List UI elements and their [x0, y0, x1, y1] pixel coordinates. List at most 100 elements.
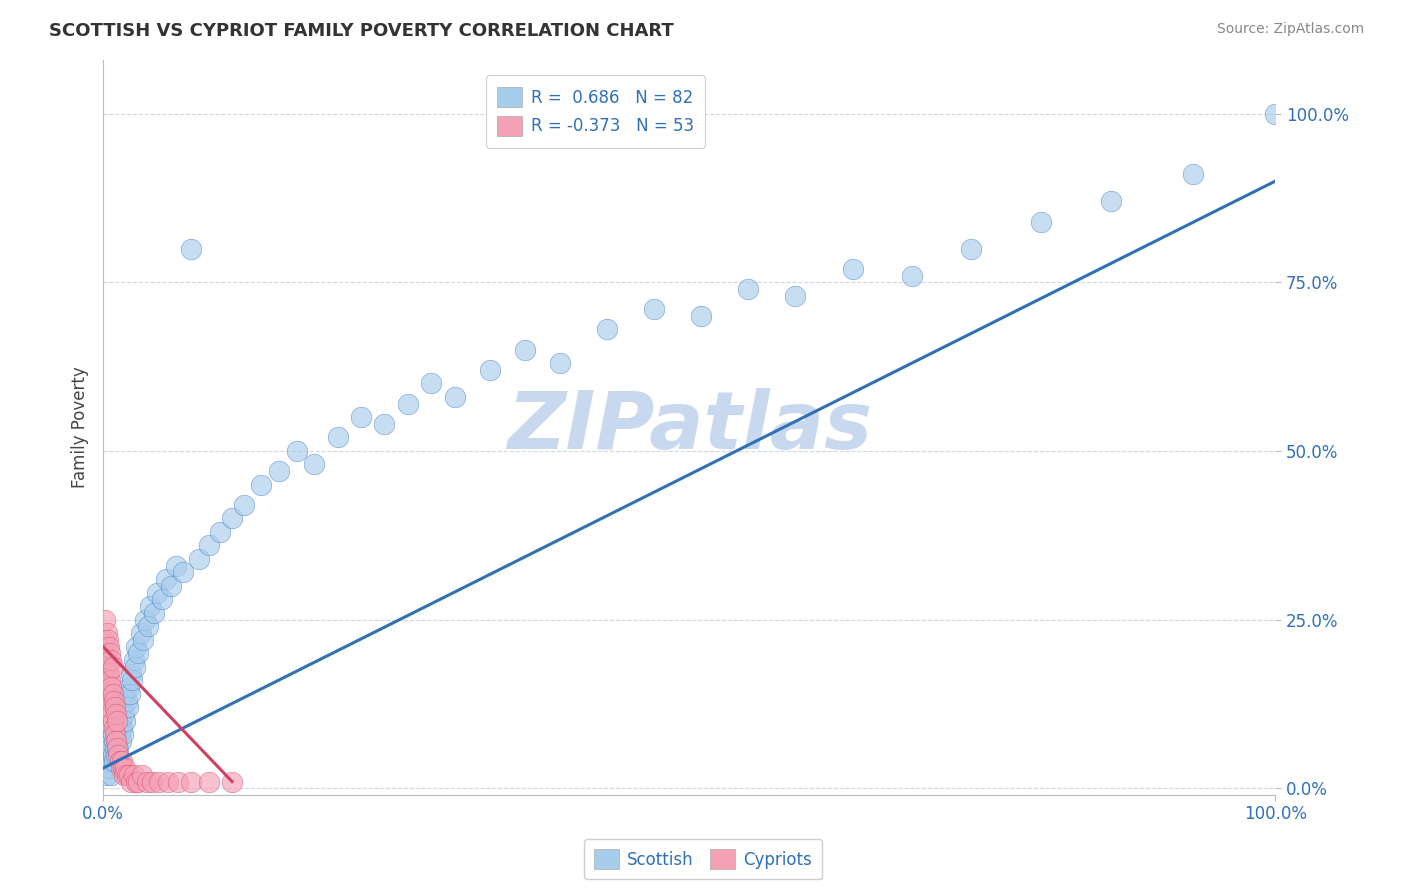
Point [172, 566, 194, 580]
Point [129, 626, 152, 640]
Point [98, 755, 121, 769]
Point [125, 640, 148, 654]
Point [396, 397, 419, 411]
Point [141, 774, 163, 789]
Point [180, 774, 202, 789]
Point [114, 714, 136, 728]
Point [156, 774, 179, 789]
Point [112, 768, 135, 782]
Point [209, 524, 232, 539]
Text: ZIPatlas: ZIPatlas [506, 388, 872, 467]
Point [124, 660, 146, 674]
Point [120, 666, 142, 681]
Point [643, 302, 665, 317]
Point [115, 693, 138, 707]
Point [103, 721, 125, 735]
Point [115, 768, 138, 782]
Point [120, 687, 142, 701]
Point [98, 693, 121, 707]
Point [443, 390, 465, 404]
Point [105, 727, 128, 741]
Point [98, 734, 121, 748]
Point [96, 653, 118, 667]
Point [180, 242, 202, 256]
Point [107, 721, 129, 735]
Point [350, 410, 373, 425]
Point [197, 538, 219, 552]
Point [108, 755, 131, 769]
Point [420, 376, 443, 391]
Point [105, 714, 128, 728]
Point [103, 734, 125, 748]
Text: SCOTTISH VS CYPRIOT FAMILY POVERTY CORRELATION CHART: SCOTTISH VS CYPRIOT FAMILY POVERTY CORRE… [49, 22, 673, 40]
Point [98, 700, 121, 714]
Point [117, 700, 139, 714]
Point [135, 774, 157, 789]
Point [373, 417, 395, 431]
Point [118, 680, 141, 694]
Point [93, 632, 115, 647]
Point [221, 511, 243, 525]
Point [167, 774, 190, 789]
Point [96, 626, 118, 640]
Point [111, 700, 134, 714]
Point [1264, 106, 1286, 120]
Point [96, 673, 118, 688]
Legend: Scottish, Cypriots: Scottish, Cypriots [583, 838, 823, 880]
Point [148, 774, 170, 789]
Point [111, 755, 134, 769]
Point [101, 660, 124, 674]
Point [150, 592, 173, 607]
Point [136, 619, 159, 633]
Point [110, 734, 132, 748]
Point [112, 727, 135, 741]
Point [97, 687, 120, 701]
Point [783, 289, 806, 303]
Point [146, 585, 169, 599]
Point [596, 322, 619, 336]
Point [134, 613, 156, 627]
Legend: R =  0.686   N = 82, R = -0.373   N = 53: R = 0.686 N = 82, R = -0.373 N = 53 [485, 75, 706, 147]
Point [111, 721, 134, 735]
Point [98, 640, 121, 654]
Point [103, 693, 125, 707]
Point [100, 740, 122, 755]
Point [94, 680, 117, 694]
Point [112, 687, 135, 701]
Point [112, 707, 135, 722]
Point [139, 599, 162, 614]
Point [94, 613, 117, 627]
Point [108, 707, 131, 722]
Point [104, 721, 127, 735]
Point [105, 714, 128, 728]
Point [221, 774, 243, 789]
Point [97, 660, 120, 674]
Point [127, 774, 149, 789]
Point [94, 646, 117, 660]
Point [131, 768, 153, 782]
Point [105, 734, 128, 748]
Point [188, 552, 211, 566]
Point [104, 727, 127, 741]
Point [97, 747, 120, 762]
Point [100, 768, 122, 782]
Point [114, 761, 136, 775]
Point [515, 343, 537, 357]
Point [103, 755, 125, 769]
Point [232, 498, 254, 512]
Point [959, 242, 981, 256]
Point [101, 714, 124, 728]
Point [98, 666, 121, 681]
Point [98, 673, 121, 688]
Point [100, 707, 122, 722]
Point [93, 660, 115, 674]
Point [250, 477, 273, 491]
Point [120, 774, 142, 789]
Point [690, 309, 713, 323]
Point [142, 606, 165, 620]
Point [197, 774, 219, 789]
Point [100, 653, 122, 667]
Point [105, 747, 128, 762]
Point [125, 774, 148, 789]
Point [98, 646, 121, 660]
